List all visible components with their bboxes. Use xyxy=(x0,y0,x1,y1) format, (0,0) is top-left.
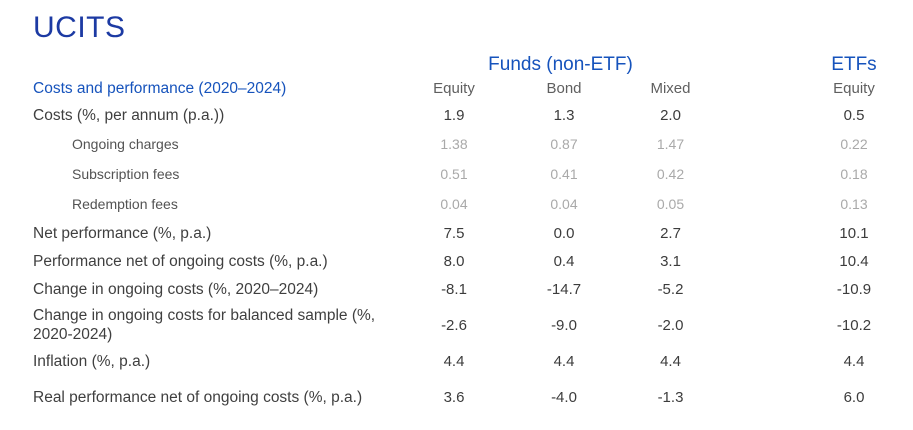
value-cell: -4.0 xyxy=(551,388,577,406)
column-header-funds-mixed: Mixed xyxy=(650,79,691,97)
row-label: Performance net of ongoing costs (%, p.a… xyxy=(33,252,328,270)
value-cell: 0.4 xyxy=(553,252,575,270)
value-cell: 0.0 xyxy=(553,224,575,242)
value-cell: 0.51 xyxy=(440,166,468,183)
value-cell: -5.2 xyxy=(657,280,684,298)
table-row-performance-net-of-ongoing-costs: Performance net of ongoing costs (%, p.a… xyxy=(33,248,913,276)
table-corner-label: Costs and performance (2020–2024) xyxy=(33,79,287,97)
value-cell: 0.41 xyxy=(550,166,578,183)
value-cell: 0.04 xyxy=(440,196,468,213)
value-cell: 7.5 xyxy=(443,224,465,242)
value-cell: -10.9 xyxy=(836,280,872,298)
column-header-etfs-equity: Equity xyxy=(833,79,875,97)
value-cell: 4.4 xyxy=(660,352,681,370)
row-label: Real performance net of ongoing costs (%… xyxy=(33,388,363,406)
column-header-funds-equity: Equity xyxy=(433,79,475,97)
value-cell: -2.6 xyxy=(441,316,467,334)
value-cell: 8.0 xyxy=(443,252,465,270)
value-cell: 3.1 xyxy=(660,252,681,270)
table-row-subscription-fees: Subscription fees 0.51 0.41 0.42 0.18 xyxy=(33,160,913,190)
row-label: Ongoing charges xyxy=(72,136,179,153)
value-cell: 4.4 xyxy=(553,352,575,370)
value-cell: -2.0 xyxy=(657,316,684,334)
value-cell: -8.1 xyxy=(441,280,467,298)
group-header-etfs: ETFs xyxy=(831,53,877,75)
value-cell: 2.7 xyxy=(660,224,681,242)
table-row-change-in-ongoing-costs: Change in ongoing costs (%, 2020–2024) -… xyxy=(33,276,913,304)
value-cell: 0.5 xyxy=(843,106,865,124)
value-cell: -10.2 xyxy=(836,316,872,334)
value-cell: 0.18 xyxy=(840,166,868,183)
row-label: Redemption fees xyxy=(72,196,178,213)
page-title: UCITS xyxy=(33,11,126,44)
value-cell: -1.3 xyxy=(657,388,684,406)
value-cell: 6.0 xyxy=(843,388,865,406)
table-row-net-performance: Net performance (%, p.a.) 7.5 0.0 2.7 10… xyxy=(33,220,913,248)
table-row-inflation: Inflation (%, p.a.) 4.4 4.4 4.4 4.4 xyxy=(33,348,913,376)
value-cell: 3.6 xyxy=(443,388,465,406)
value-cell: 2.0 xyxy=(660,106,681,124)
table-row-ongoing-charges: Ongoing charges 1.38 0.87 1.47 0.22 xyxy=(33,130,913,160)
table-row-real-performance-net-of-ongoing-costs: Real performance net of ongoing costs (%… xyxy=(33,376,913,420)
row-label: Change in ongoing costs for balanced sam… xyxy=(33,307,376,343)
value-cell: 10.4 xyxy=(839,252,869,270)
value-cell: 0.13 xyxy=(840,196,868,213)
table-row-redemption-fees: Redemption fees 0.04 0.04 0.05 0.13 xyxy=(33,190,913,220)
value-cell: 4.4 xyxy=(843,352,865,370)
row-label: Costs (%, per annum (p.a.)) xyxy=(33,106,225,124)
value-cell: 10.1 xyxy=(839,224,869,242)
table-row-change-in-ongoing-costs-balanced-sample: Change in ongoing costs for balanced sam… xyxy=(33,304,913,348)
value-cell: 1.38 xyxy=(440,136,468,153)
value-cell: -14.7 xyxy=(546,280,582,298)
value-cell: 0.04 xyxy=(550,196,578,213)
value-cell: 0.22 xyxy=(840,136,868,153)
row-label: Net performance (%, p.a.) xyxy=(33,224,212,242)
value-cell: 0.42 xyxy=(656,166,685,183)
value-cell: -9.0 xyxy=(551,316,577,334)
table-row-costs: Costs (%, per annum (p.a.)) 1.9 1.3 2.0 … xyxy=(33,102,913,130)
column-header-funds-bond: Bond xyxy=(546,79,582,97)
group-header-funds-non-etf: Funds (non-ETF) xyxy=(488,53,633,75)
value-cell: 4.4 xyxy=(443,352,465,370)
value-cell: 0.05 xyxy=(656,196,685,213)
value-cell: 1.47 xyxy=(656,136,685,153)
row-label: Subscription fees xyxy=(72,166,180,183)
row-label: Inflation (%, p.a.) xyxy=(33,352,151,370)
row-label: Change in ongoing costs (%, 2020–2024) xyxy=(33,280,319,298)
group-header-row: Funds (non-ETF) ETFs xyxy=(33,52,913,76)
costs-performance-table: Funds (non-ETF) ETFs Costs and performan… xyxy=(33,52,913,420)
value-cell: 1.9 xyxy=(443,106,465,124)
value-cell: 0.87 xyxy=(550,136,578,153)
column-header-row: Costs and performance (2020–2024) Equity… xyxy=(33,76,913,102)
value-cell: 1.3 xyxy=(553,106,575,124)
